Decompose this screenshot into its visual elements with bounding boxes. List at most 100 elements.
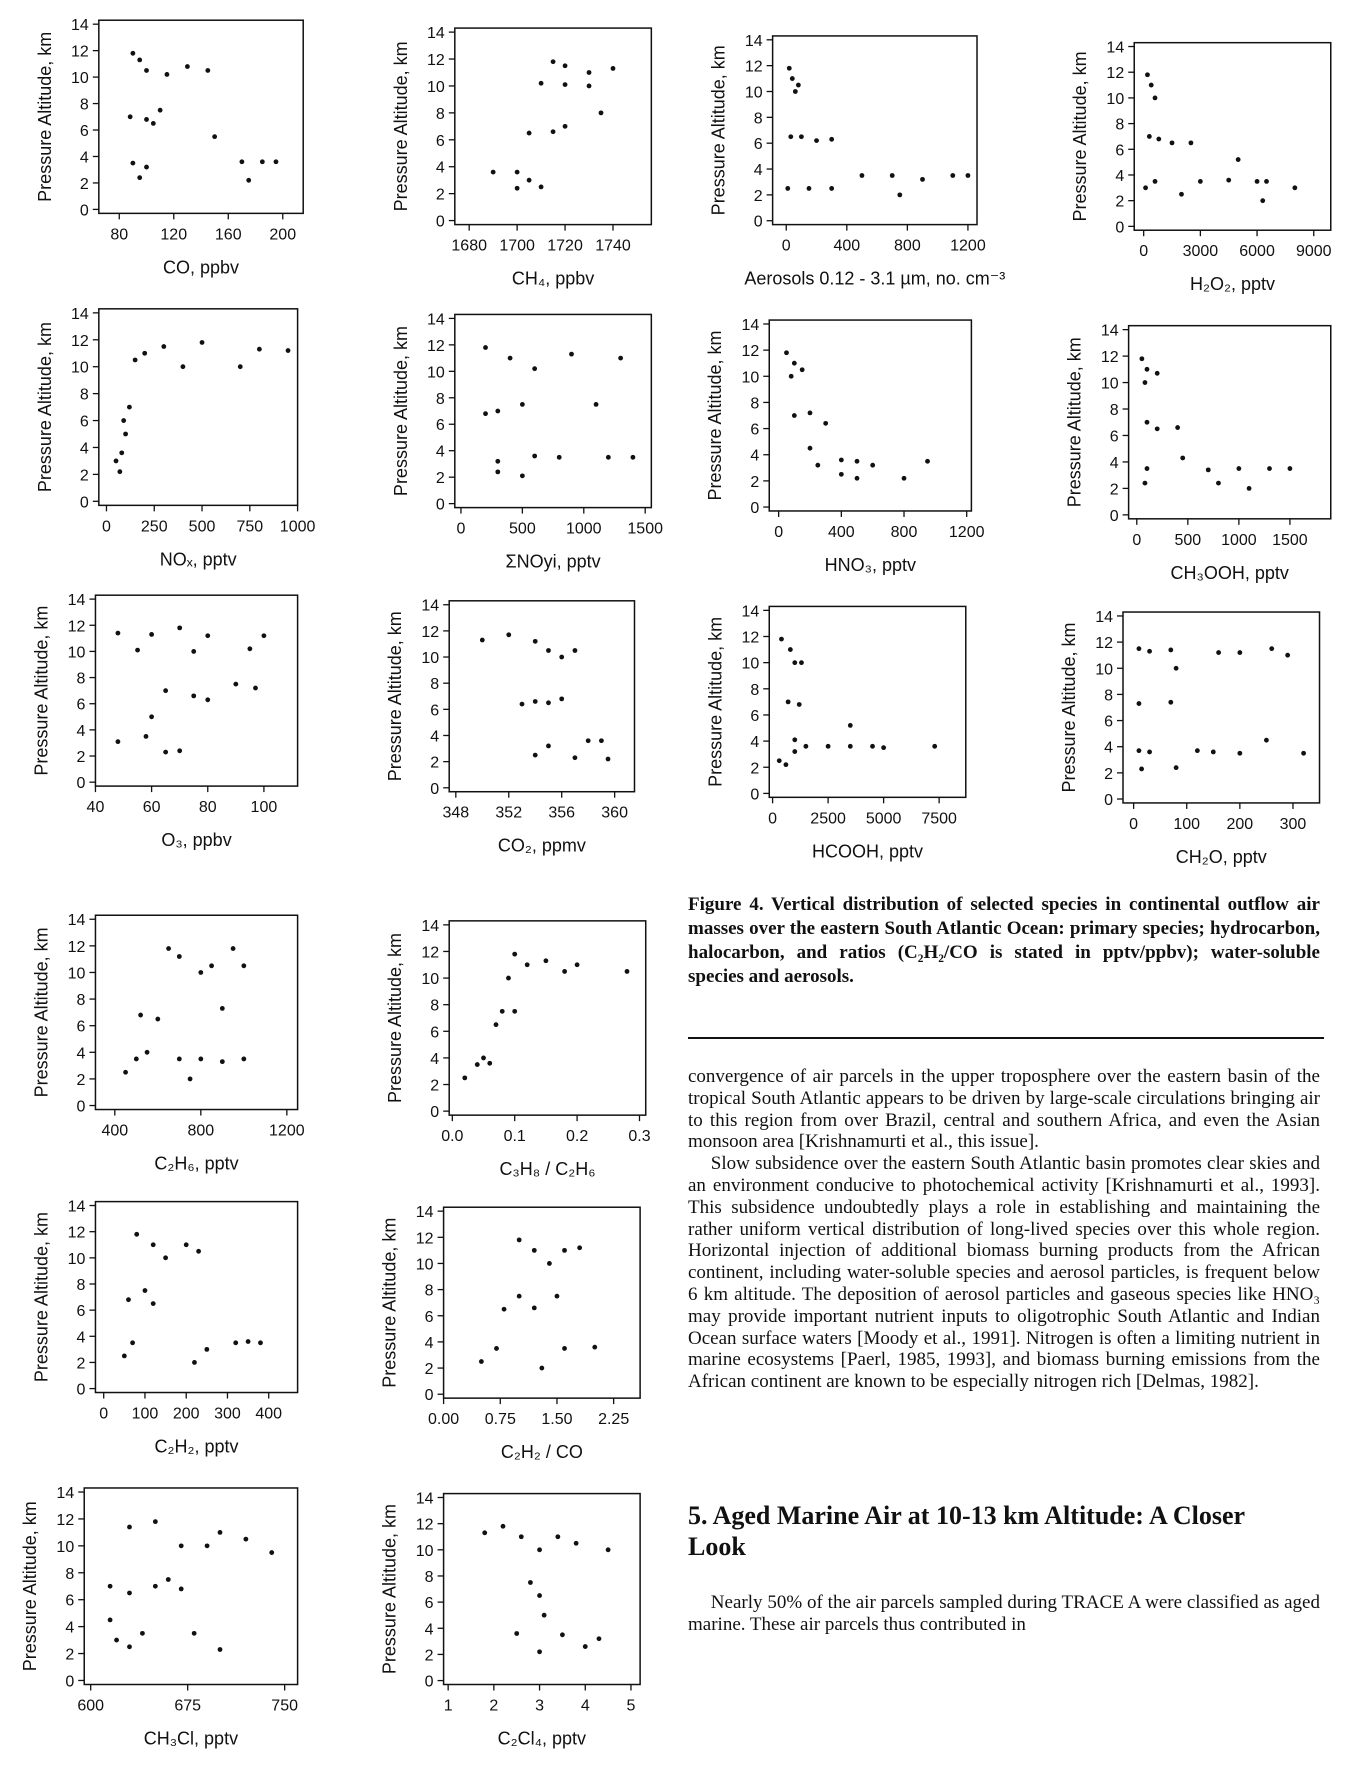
point: [792, 660, 798, 666]
point: [1180, 455, 1186, 461]
point: [798, 134, 804, 140]
caption-label: Figure 4.: [688, 894, 764, 915]
y-tick-label: 2: [77, 1355, 86, 1372]
point: [117, 469, 123, 475]
x-tick-label: 0: [457, 521, 466, 538]
point: [143, 734, 149, 739]
y-axis-label: Pressure Altitude, km: [385, 611, 405, 781]
point: [1269, 646, 1275, 652]
y-tick-label: 12: [416, 1230, 434, 1247]
point: [546, 743, 551, 749]
point: [786, 65, 792, 71]
plot-frame: [454, 27, 653, 226]
y-tick-label: 10: [1101, 376, 1119, 393]
point: [140, 1630, 145, 1636]
y-axis-label: Pressure Altitude, km: [1059, 622, 1079, 792]
y-axis-label: Pressure Altitude, km: [705, 330, 725, 500]
y-tick-label: 10: [416, 1543, 434, 1560]
point: [1194, 748, 1200, 754]
point: [512, 1008, 518, 1014]
point: [157, 107, 163, 113]
point: [807, 410, 813, 416]
point: [577, 1245, 583, 1251]
y-tick-label: 4: [436, 444, 445, 461]
y-tick-label: 14: [427, 311, 445, 328]
point: [1197, 179, 1203, 184]
point: [519, 701, 525, 707]
point: [897, 192, 903, 198]
x-tick-label: 500: [189, 518, 216, 535]
point: [123, 431, 128, 437]
point: [1216, 480, 1221, 486]
y-axis-label: Pressure Altitude, km: [1065, 337, 1085, 507]
point: [150, 1242, 156, 1248]
point: [1246, 485, 1252, 491]
point: [123, 1069, 128, 1075]
y-tick-label: 8: [77, 992, 86, 1009]
point: [205, 633, 211, 639]
point: [605, 756, 611, 762]
point: [554, 1293, 560, 1299]
point: [127, 114, 133, 120]
point: [562, 82, 568, 88]
y-tick-label: 0: [750, 500, 759, 517]
y-tick-label: 0: [436, 497, 445, 514]
point: [273, 159, 279, 165]
point: [191, 649, 197, 654]
point: [130, 50, 136, 56]
point: [1136, 646, 1142, 652]
y-axis-label: Pressure Altitude, km: [709, 45, 729, 215]
point: [191, 1630, 197, 1636]
point: [562, 1247, 567, 1253]
x-tick-label: 80: [110, 226, 128, 243]
plot-frame: [454, 313, 653, 509]
point: [490, 169, 496, 175]
x-tick-label: 5: [627, 1698, 636, 1715]
x-axis-label: Aerosols 0.12 - 3.1 µm, no. cm⁻³: [744, 269, 1005, 289]
point: [847, 743, 853, 749]
y-tick-label: 10: [416, 1256, 434, 1273]
x-tick-label: 360: [601, 805, 628, 822]
x-tick-label: 0: [774, 524, 783, 541]
point: [516, 1237, 522, 1243]
y-tick-label: 6: [754, 136, 763, 153]
point: [854, 475, 860, 481]
point: [137, 57, 143, 63]
x-axis-label: O₃, ppbv: [161, 830, 231, 850]
point: [1144, 366, 1150, 372]
point: [483, 345, 488, 350]
point: [134, 1231, 140, 1237]
point: [593, 402, 599, 407]
point: [130, 160, 136, 166]
point: [592, 1344, 598, 1350]
y-tick-label: 0: [1110, 508, 1119, 525]
point: [192, 1360, 197, 1365]
point: [1173, 765, 1179, 771]
y-tick-label: 8: [430, 998, 439, 1015]
y-tick-label: 6: [425, 1595, 434, 1612]
point: [1148, 82, 1154, 88]
y-tick-label: 4: [1115, 168, 1124, 185]
y-tick-label: 8: [436, 106, 445, 123]
y-axis-label: Pressure Altitude, km: [35, 32, 55, 202]
point: [847, 723, 853, 728]
plot-frame: [83, 1487, 299, 1686]
y-tick-label: 0: [425, 1674, 434, 1691]
point: [799, 367, 805, 373]
x-tick-label: 60: [143, 799, 161, 816]
point: [130, 1340, 135, 1346]
point: [142, 1288, 148, 1293]
point: [546, 700, 551, 706]
y-tick-label: 2: [754, 188, 763, 205]
point: [624, 969, 630, 974]
point: [556, 454, 562, 460]
point: [199, 340, 205, 345]
point: [1292, 185, 1298, 191]
point: [555, 1534, 561, 1540]
point: [204, 1543, 210, 1549]
point: [586, 70, 592, 75]
x-tick-label: 0: [99, 1406, 108, 1423]
point: [537, 1593, 542, 1598]
x-tick-label: 1.50: [541, 1411, 572, 1428]
